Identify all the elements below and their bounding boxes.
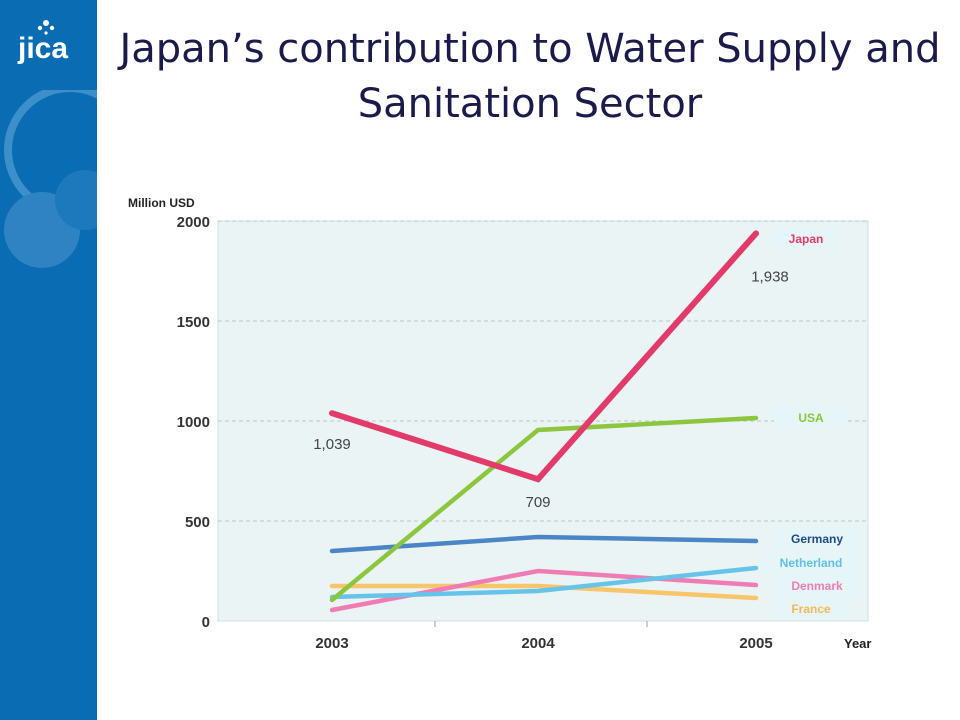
series-lines [329,230,759,613]
y-tick-labels: 0 500 1000 1500 2000 [177,214,210,631]
series-label-box [774,527,860,549]
y-tick-label: 500 [185,514,210,531]
series-label-box [774,574,860,596]
series-line-japan [329,230,759,483]
x-tick-label: 2003 [315,635,348,652]
x-tick-label: 2005 [739,635,772,652]
slide-title: Japan’s contribution to Water Supply and… [119,26,941,127]
data-label: 1,938 [751,268,789,285]
series-label-box [762,551,860,573]
jica-logo: jica [17,20,68,64]
svg-text:jica: jica [17,32,68,64]
sidebar-circles-decoration [4,90,97,268]
series-label-denmark: Denmark [791,579,843,593]
series-label-netherland: Netherland [780,556,843,570]
data-labels: 1,039 709 1,938 [313,268,789,511]
grid-lines [218,220,868,522]
series-line-france [329,583,759,601]
x-tick-label: 2004 [521,635,555,652]
series-label-box [774,227,838,249]
line-chart: 0 500 1000 1500 2000 2003 2004 2005 Japan USA Ge… [128,196,871,652]
series-line-usa [329,415,759,603]
y-tick-label: 1500 [177,314,210,331]
data-label: 1,039 [313,436,351,453]
y-axis-label: Million USD [128,196,195,210]
series-labels: Japan USA Germany Netherland Denmark France [762,227,860,619]
series-line-germany [329,534,759,554]
series-line-netherland [329,565,759,600]
series-label-box [774,406,848,428]
sidebar-band: jica [0,0,97,720]
y-tick-label: 0 [202,614,210,631]
data-label: 709 [525,494,550,511]
series-label-japan: Japan [789,232,824,246]
series-label-france: France [791,602,831,616]
series-label-usa: USA [798,411,824,425]
x-axis-label: Year [844,636,871,651]
series-label-germany: Germany [791,532,843,546]
y-tick-label: 2000 [177,214,210,231]
y-tick-label: 1000 [177,414,210,431]
series-label-box [774,597,848,619]
x-tick-labels: 2003 2004 2005 [315,621,773,652]
